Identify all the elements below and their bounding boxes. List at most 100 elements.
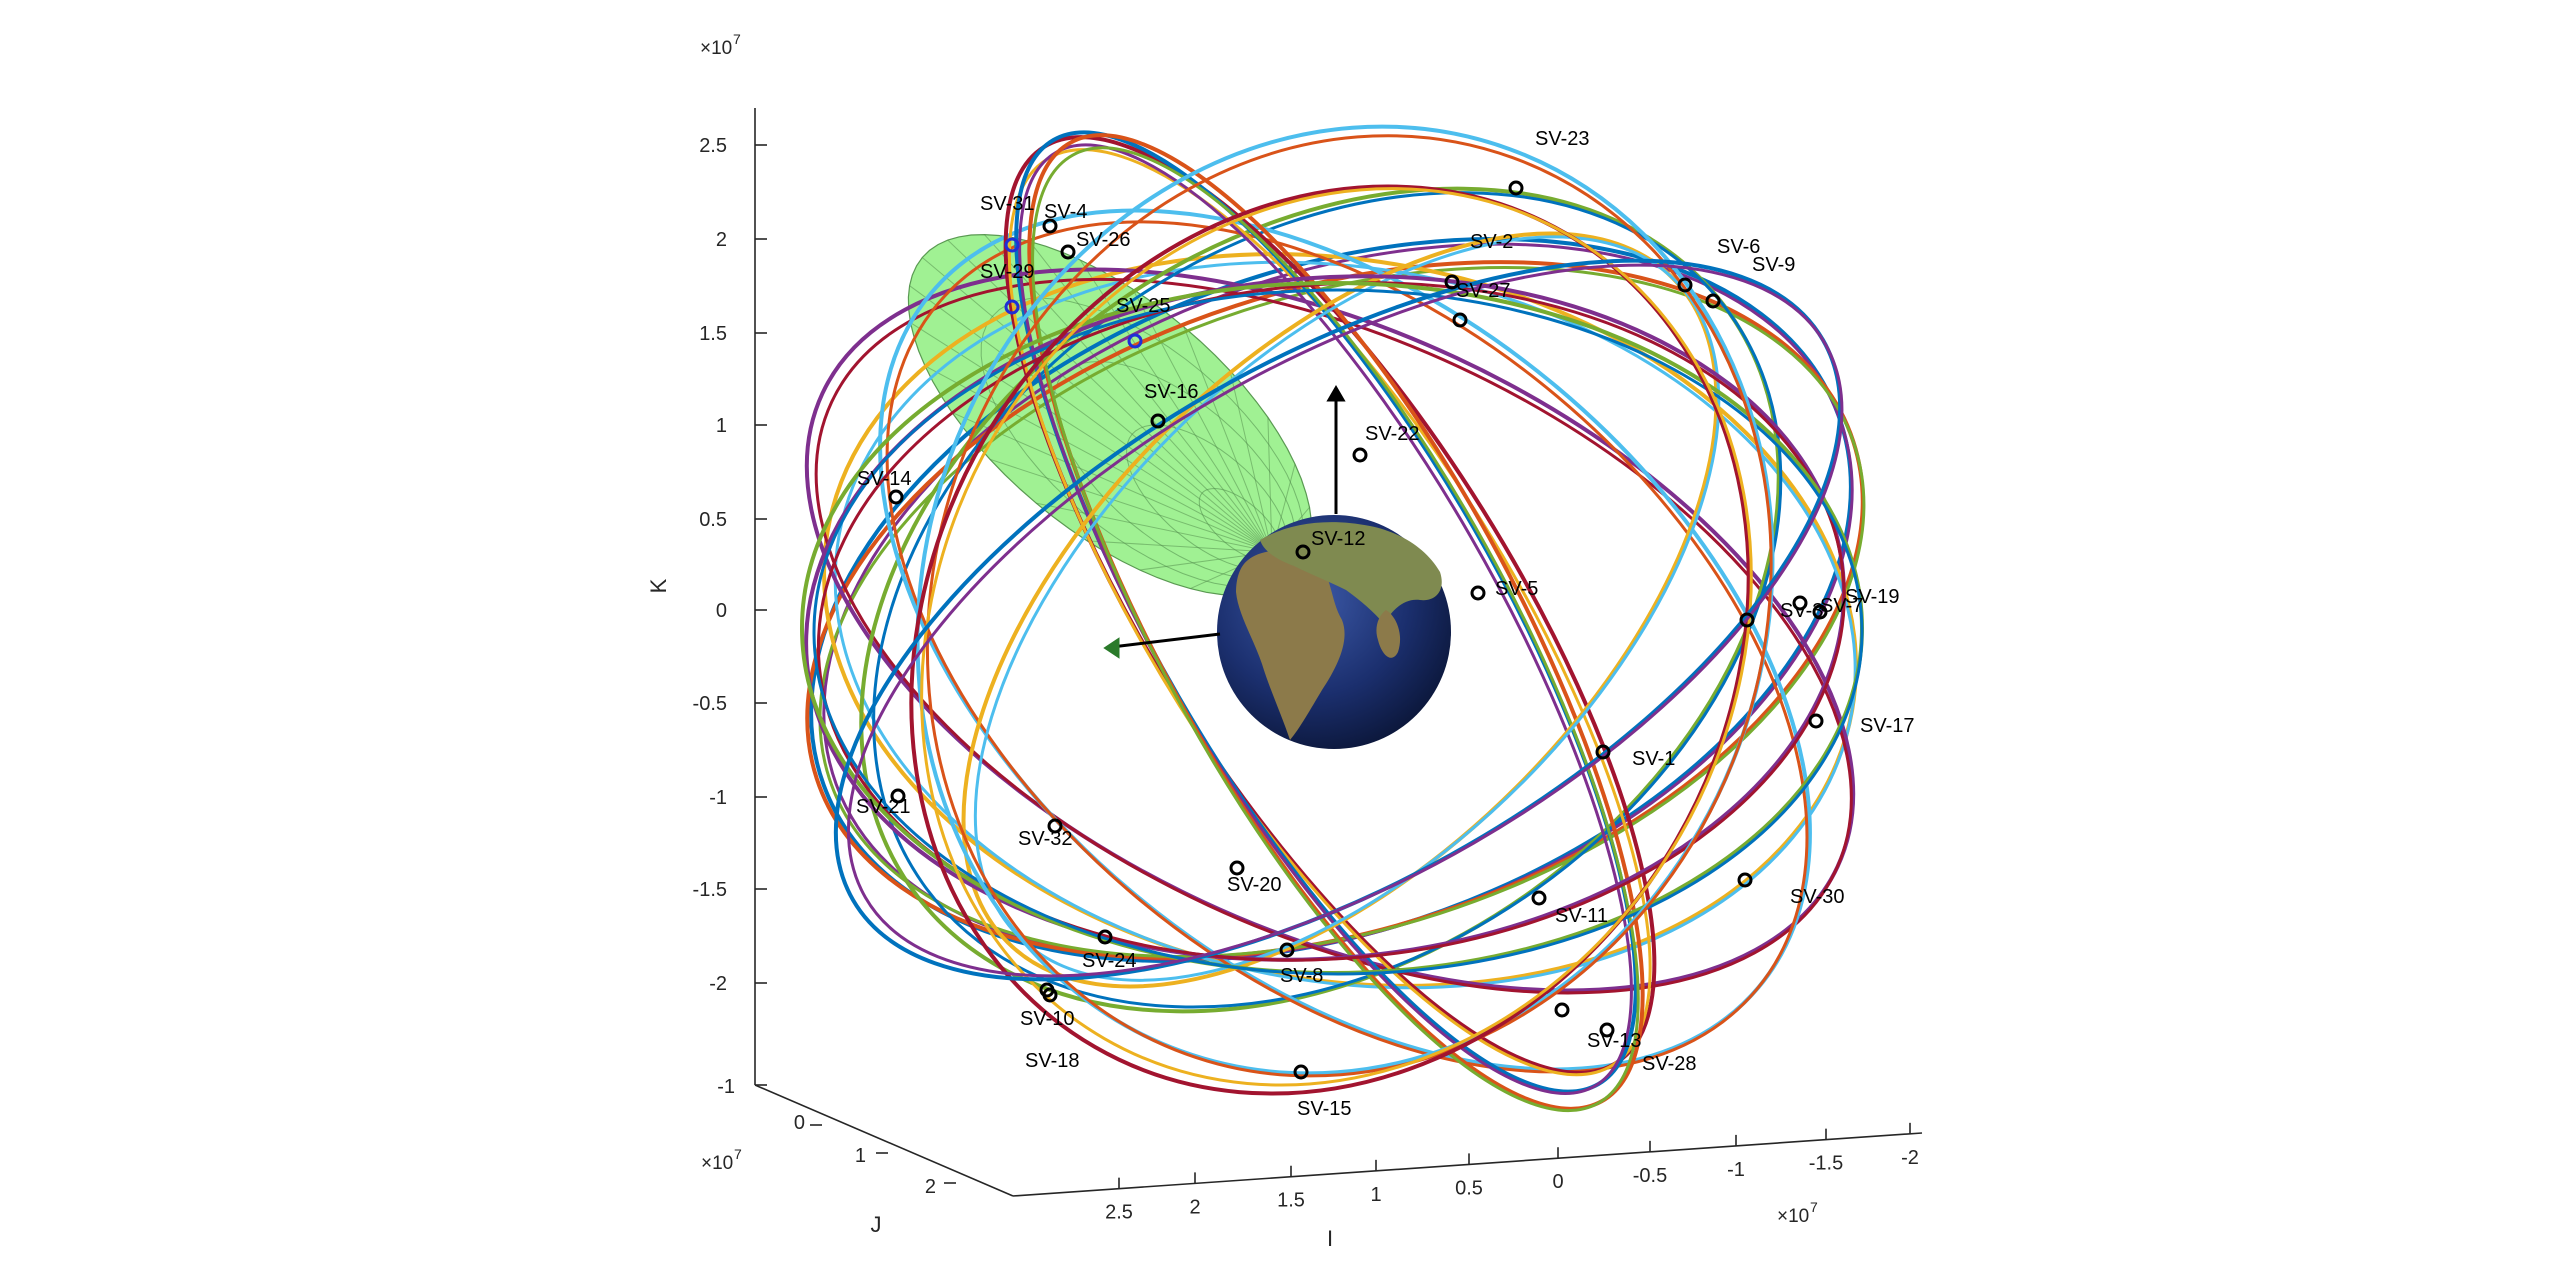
satellite-sv-15: SV-15	[1293, 1064, 1351, 1120]
satellite-marker	[1293, 1064, 1309, 1080]
earth-land-africa	[1236, 550, 1345, 740]
satellite-marker	[1004, 299, 1020, 315]
satellite-marker	[1739, 612, 1755, 628]
x-tick-label: -0.5	[1633, 1165, 1667, 1187]
y-axis-ticks: -1 0 1 2	[717, 1076, 956, 1198]
satellite-label: SV-7	[1820, 595, 1863, 617]
x-tick-label: 1.5	[1277, 1190, 1305, 1212]
satellite-label: SV-3	[1780, 600, 1823, 622]
satellite-sv-20: SV-20	[1227, 860, 1281, 896]
cone-generator	[947, 239, 1273, 553]
satellite-sv-17: SV-17	[1808, 713, 1914, 737]
satellite-sv-2: SV-2	[1444, 231, 1513, 290]
cone-generator	[1029, 241, 1273, 553]
z-tick-label: -0.5	[693, 693, 727, 715]
satellite-label: SV-28	[1642, 1053, 1696, 1075]
satellite-label: SV-11	[1555, 905, 1608, 927]
satellite-marker	[1554, 1002, 1570, 1018]
z-tick-label: -2	[709, 973, 727, 995]
satellite-sv-4: SV-4	[1042, 201, 1087, 234]
satellite-label: SV-26	[1076, 229, 1130, 251]
satellite-sv-24: SV-24	[1082, 929, 1136, 972]
axes-frame	[754, 108, 1923, 1197]
satellite-label: SV-10	[1020, 1008, 1074, 1030]
x-axis-ticks: 2.5 2 1.5 1 0.5 0 -0.5 -1 -1.5 -2	[1105, 1122, 1919, 1224]
satellite-sv-19: SV-19	[1792, 586, 1899, 611]
orbit-path	[816, 281, 1846, 962]
orbit-path	[847, 263, 1844, 978]
z-multiplier-exponent: 7	[733, 31, 741, 47]
x-tick-label: -1.5	[1809, 1153, 1843, 1175]
satellite-marker	[1004, 237, 1020, 253]
z-tick-label: 0.5	[699, 509, 727, 531]
z-axis-ticks: 2.5 2 1.5 1 0.5 0 -0.5 -1 -1.5 -2	[693, 135, 767, 995]
z-tick-label: 2	[716, 229, 727, 251]
satellite-marker	[890, 788, 906, 804]
satellite-sv-7: SV-7	[1812, 595, 1863, 620]
satellite-label: SV-8	[1280, 965, 1323, 987]
cone-generator	[909, 285, 1273, 553]
satellite-sv-25: SV-25	[1116, 295, 1170, 349]
orbit-path	[885, 220, 1809, 1074]
orbit-traces	[800, 124, 1866, 1113]
x-tick-label: 0	[1552, 1171, 1563, 1193]
satellite-label: SV-16	[1144, 381, 1198, 403]
body-triad	[1103, 385, 1346, 659]
satellite-sv-16: SV-16	[1144, 381, 1198, 429]
satellite-sv-18: SV-18	[1025, 987, 1079, 1072]
x-tick-label: -2	[1901, 1147, 1919, 1169]
satellite-label: SV-19	[1845, 586, 1899, 608]
satellite-sv-3: SV-3	[1739, 600, 1823, 628]
cone-generator	[1132, 288, 1273, 553]
z-tick-label: 1.5	[699, 323, 727, 345]
satellite-sv-32: SV-32	[1018, 818, 1072, 850]
satellite-marker	[1295, 544, 1311, 560]
satellite-layer: SV-23 SV-6SV-9 SV-31 SV-4 SV-26 SV-2 SV-29 SV-2…	[856, 128, 1914, 1120]
satellite-sv-9: SV-9	[1705, 254, 1795, 309]
satellite-sv-14: SV-14	[857, 468, 911, 505]
satellite-marker	[1470, 585, 1486, 601]
z-multiplier-base: ×10	[700, 38, 732, 59]
triad-i-arrow	[1111, 632, 1221, 649]
cone-generator	[1267, 417, 1273, 553]
orbit-path	[872, 191, 1783, 1009]
z-axis-label: K	[646, 578, 671, 593]
satellite-sv-5: SV-5	[1470, 578, 1538, 601]
satellite-marker	[1150, 413, 1166, 429]
satellite-marker	[1808, 713, 1824, 729]
satellite-label: SV-24	[1082, 950, 1136, 972]
y-axis-line	[754, 1084, 1014, 1197]
satellite-marker	[1677, 277, 1693, 293]
satellite-marker	[1599, 1022, 1615, 1038]
orbit-path	[1031, 146, 1640, 1113]
satellite-label: SV-14	[857, 468, 911, 490]
y-tick-label: 2	[925, 1176, 936, 1198]
x-tick-label: 0.5	[1455, 1177, 1483, 1199]
y-axis-label: J	[871, 1212, 882, 1237]
satellite-marker	[1352, 447, 1368, 463]
y-tick-label: -1	[717, 1076, 735, 1098]
satellite-sv-8: SV-8	[1279, 942, 1323, 987]
orbit-path	[833, 260, 1857, 990]
triad-k-head	[1326, 385, 1346, 402]
satellite-label: SV-18	[1025, 1050, 1079, 1072]
satellite-marker	[1792, 595, 1808, 611]
satellite-marker	[1531, 890, 1547, 906]
satellite-label: SV-4	[1044, 201, 1087, 223]
satellite-label: SV-5	[1495, 578, 1538, 600]
satellite-label: SV-20	[1227, 874, 1281, 896]
orbit-path	[812, 288, 1864, 976]
satellite-marker	[1508, 180, 1524, 196]
satellite-marker	[888, 489, 904, 505]
satellite-sv-11: SV-11	[1531, 890, 1608, 927]
satellite-marker	[1229, 860, 1245, 876]
satellite-label: SV-22	[1365, 423, 1419, 445]
x-axis-multiplier: ×10 7	[1777, 1199, 1818, 1227]
satellite-label: SV-25	[1116, 295, 1170, 317]
satellite-marker	[1127, 333, 1143, 349]
y-tick-label: 0	[794, 1112, 805, 1134]
satellite-label: SV-6	[1717, 236, 1760, 258]
cone-generator	[1229, 370, 1273, 553]
earth-globe	[1217, 515, 1451, 749]
x-axis-line	[1012, 1132, 1923, 1197]
